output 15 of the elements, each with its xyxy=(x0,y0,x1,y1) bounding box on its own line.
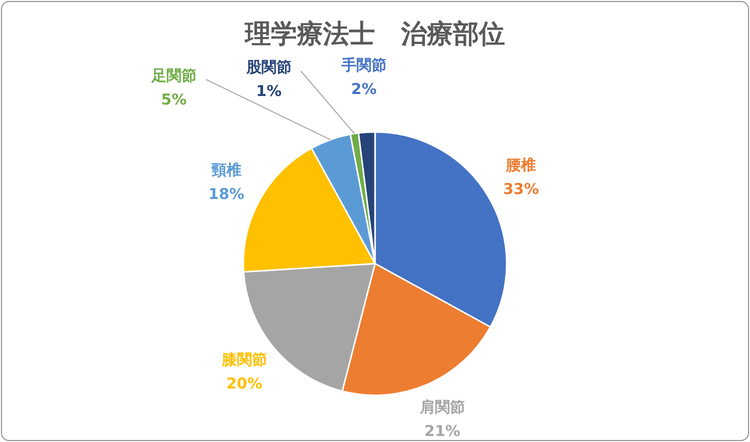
data-label: 5% xyxy=(161,90,187,108)
data-label: 33% xyxy=(503,180,539,198)
slice-label: 手関節 xyxy=(340,56,386,74)
data-label: 2% xyxy=(351,80,377,98)
slice-label: 股関節 xyxy=(245,58,292,76)
data-label: 18% xyxy=(208,184,244,203)
slice-label: 腰椎 xyxy=(505,156,536,174)
data-label: 21% xyxy=(424,422,460,440)
slice-label: 頸椎 xyxy=(210,160,242,179)
chart-title: 理学療法士 治療部位 xyxy=(244,19,505,50)
data-label: 20% xyxy=(226,374,262,393)
slice-label: 肩関節 xyxy=(418,398,465,416)
data-label: 1% xyxy=(256,82,282,100)
slice-label: 膝関節 xyxy=(220,350,267,369)
slice-label: 足関節 xyxy=(150,66,196,84)
